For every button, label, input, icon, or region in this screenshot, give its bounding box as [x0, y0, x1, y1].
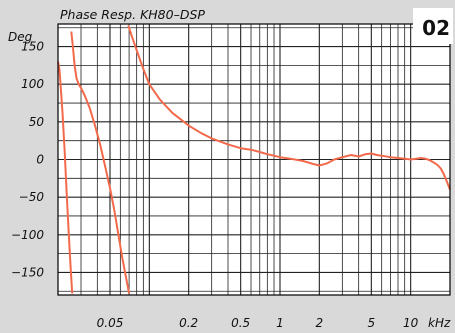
x-tick-labels: 0.05 0.2 0.5 1 2 5 10 — [97, 316, 419, 330]
figure-number: 02 — [422, 16, 450, 40]
y-tick-label: 150 — [21, 40, 44, 54]
y-tick-label: 50 — [29, 115, 45, 129]
y-tick-label: −100 — [11, 228, 44, 242]
phase-curve-segment — [70, 31, 131, 294]
series-layer — [57, 25, 451, 294]
x-tick-label: 2 — [316, 316, 324, 330]
x-tick-label: 0.2 — [179, 316, 198, 330]
grid — [58, 24, 450, 295]
y-tick-label: −50 — [19, 190, 45, 204]
phase-curve-segment — [57, 61, 74, 294]
phase-curve-segment — [127, 25, 451, 190]
y-tick-label: 0 — [36, 153, 44, 167]
x-tick-label: 0.5 — [231, 316, 250, 330]
x-tick-label: 5 — [368, 316, 376, 330]
chart-title: Phase Resp. KH80–DSP — [60, 7, 205, 22]
y-tick-labels: 150 100 50 0 −50 −100 −150 — [11, 40, 44, 280]
x-axis-label: kHz — [428, 316, 451, 330]
y-tick-label: −150 — [11, 265, 44, 279]
y-axis-label: Deg — [8, 30, 33, 44]
x-tick-label: 1 — [276, 316, 284, 330]
y-tick-label: 100 — [21, 77, 44, 91]
x-tick-label: 0.05 — [97, 316, 124, 330]
figure-number-badge — [413, 8, 453, 44]
x-tick-label: 10 — [403, 316, 419, 330]
plot-frame — [57, 23, 451, 296]
